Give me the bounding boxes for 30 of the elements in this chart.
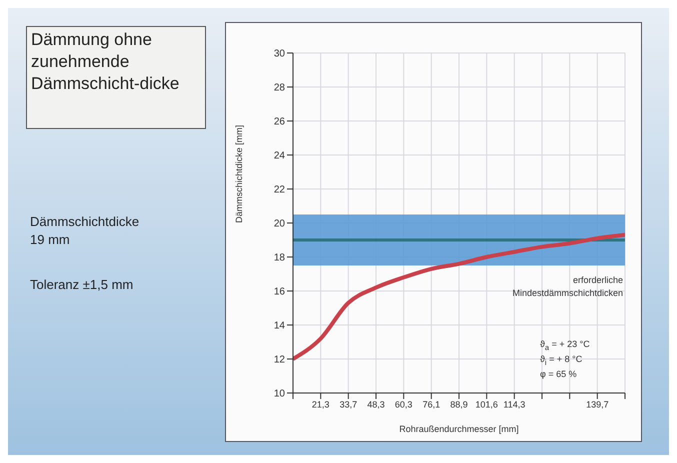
x-axis-title: Rohraußendurchmesser [mm] — [399, 424, 519, 434]
y-tick-label: 14 — [274, 320, 286, 332]
annotation: erforderliche Mindestdämmschichtdicken — [511, 274, 623, 300]
y-tick-label: 28 — [274, 82, 286, 94]
x-tick-label: 33,7 — [340, 399, 358, 410]
text: Dämmung ohne zunehmende Dämmschicht-dicke — [26, 26, 206, 129]
y-tick-label: 16 — [274, 286, 286, 298]
y-axis-title: Dämmschichtdicke [mm] — [234, 124, 244, 223]
text: Toleranz ±1,5 mm — [30, 276, 134, 294]
x-tick-label: 21,3 — [312, 399, 330, 410]
x-tick-label: 48,3 — [367, 399, 385, 410]
y-tick-label: 30 — [274, 48, 286, 60]
y-tick-label: 26 — [274, 116, 286, 128]
y-tick-label: 10 — [274, 388, 286, 400]
y-tick-label: 24 — [274, 150, 286, 162]
x-tick-label: 60,3 — [394, 399, 412, 410]
x-tick-label: 88,9 — [450, 399, 468, 410]
annotation: ϑ$_{a}$ = + 23 °C — [540, 338, 590, 354]
y-tick-label: 12 — [274, 354, 286, 366]
annotation: φ = 65 % — [540, 368, 577, 381]
x-tick-label: 76,1 — [422, 399, 440, 410]
y-tick-label: 20 — [274, 218, 286, 230]
x-tick-label: 139,7 — [586, 399, 609, 410]
line-series — [293, 232, 625, 361]
y-tick-label: 18 — [274, 252, 286, 264]
y-tick-label: 22 — [274, 184, 286, 196]
annotation: ϑ$_{i}$ = + 8 °C — [540, 353, 582, 368]
x-tick-label: 114,3 — [503, 399, 526, 410]
x-tick-label: 101,6 — [475, 399, 498, 410]
text: Dämmschichtdicke 19 mm — [30, 213, 140, 250]
